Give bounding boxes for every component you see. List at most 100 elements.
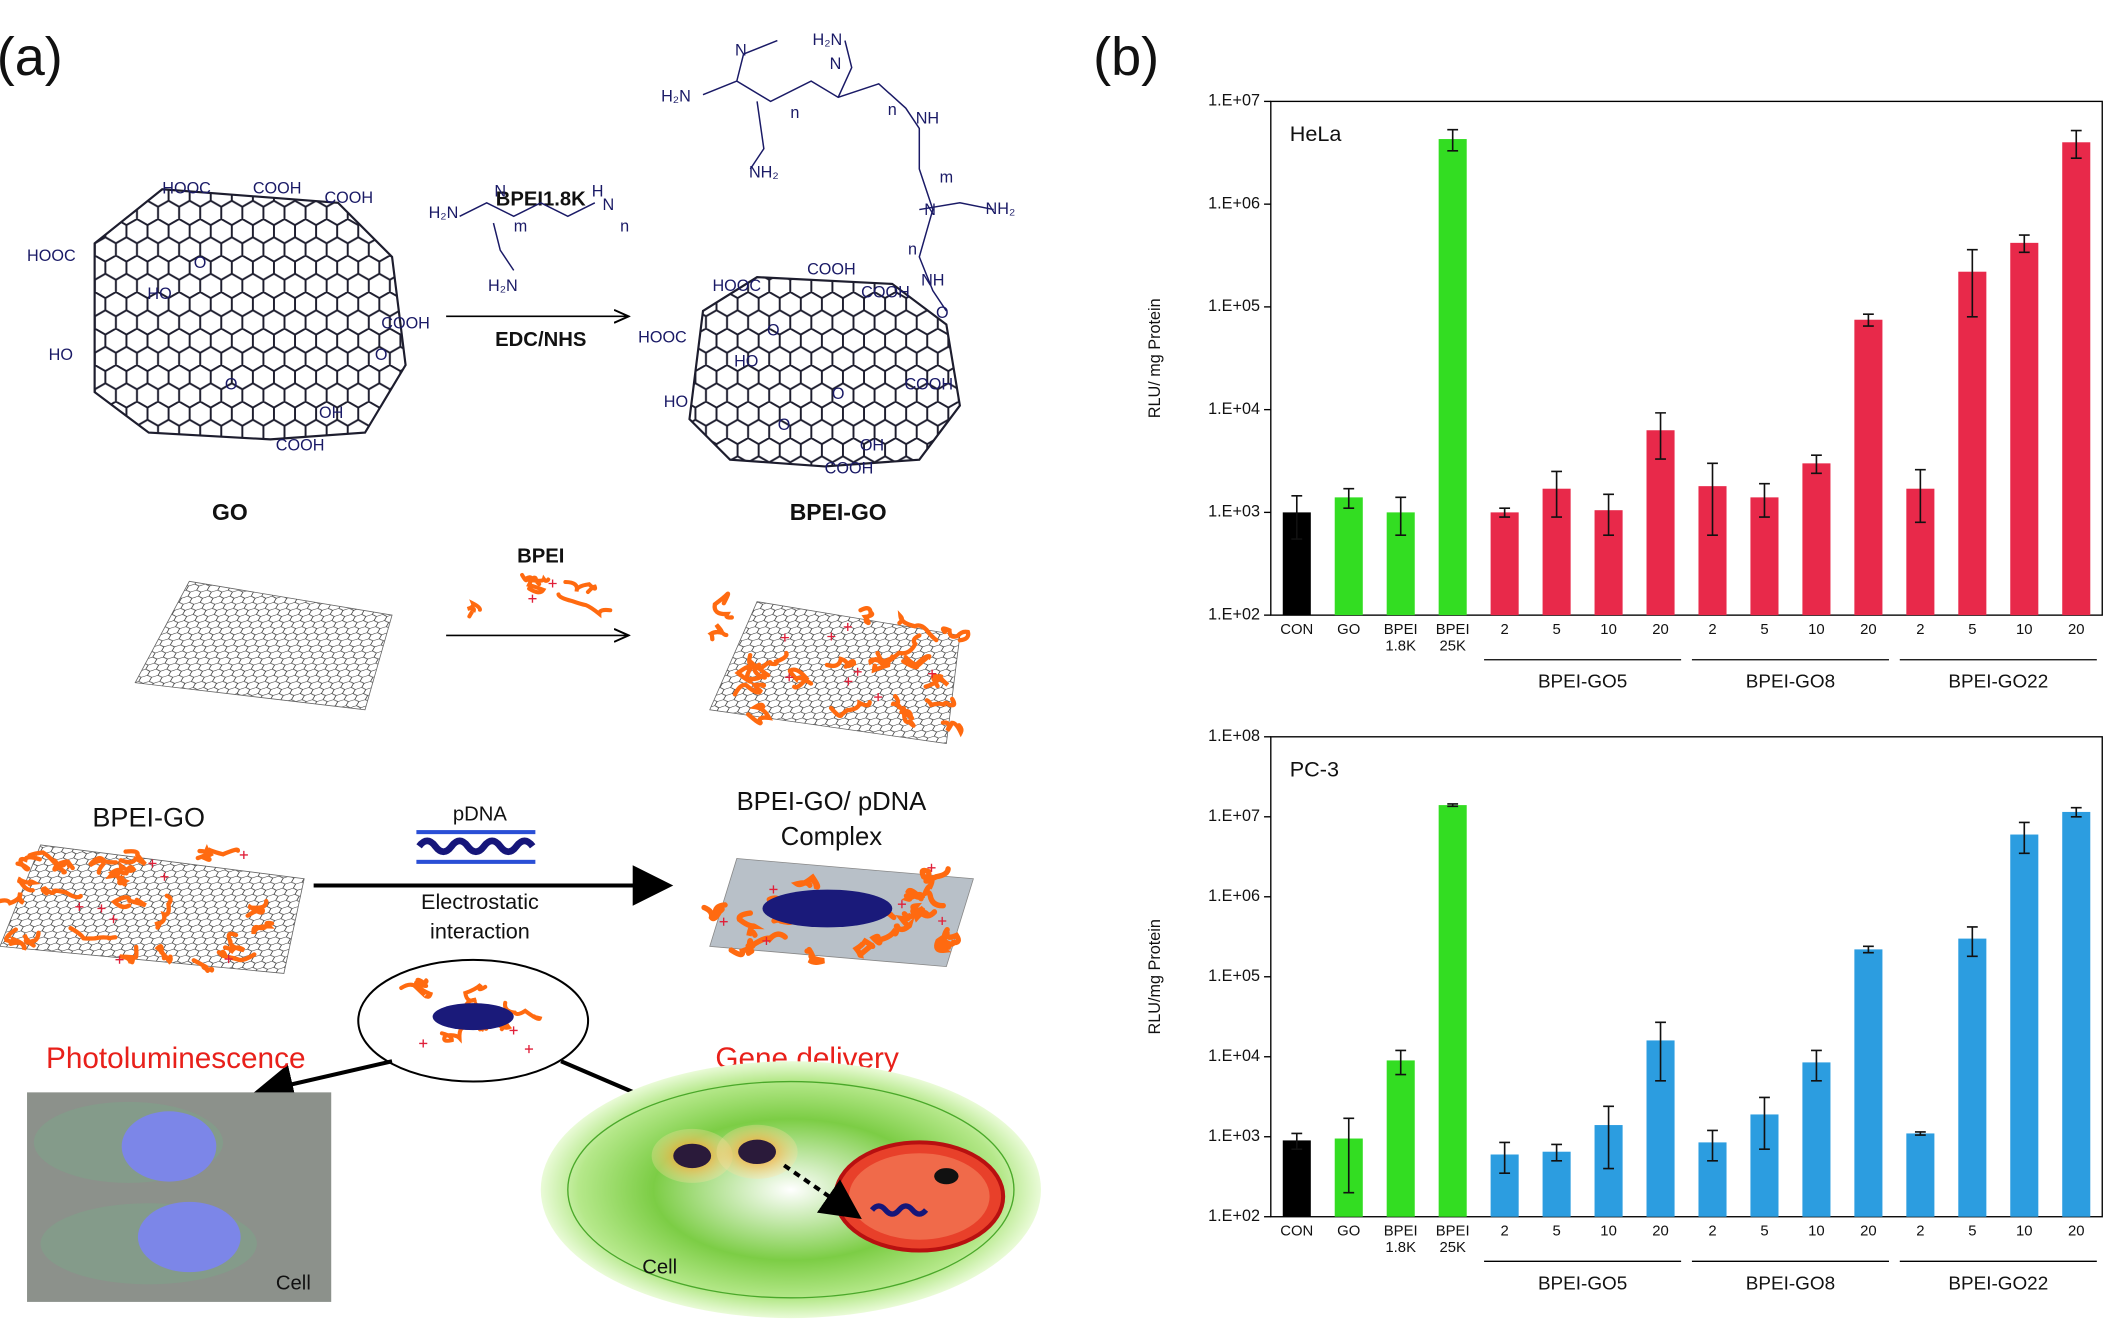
error-bar: [1655, 1021, 1666, 1082]
bpei-squiggle: [526, 574, 551, 587]
error-bar-line: [2018, 821, 2030, 855]
bpei-squiggle: [520, 572, 547, 595]
chart-annotation: HeLa: [1290, 121, 1343, 146]
x-tick-label-box: 20: [1652, 1223, 1669, 1239]
bpei-squiggle: [790, 873, 821, 890]
chart-annotation: PC-3: [1290, 756, 1339, 781]
chem-label: m: [940, 169, 954, 187]
bpei-squiggle: [4, 927, 27, 951]
chem-label: COOH: [825, 459, 874, 477]
bpei-squiggle: [745, 702, 773, 726]
panel-label: (a): [0, 27, 63, 87]
error-bar: [1551, 1143, 1563, 1162]
x-tick-label-box: CON: [1280, 621, 1314, 639]
error-bar: [2018, 821, 2030, 855]
chem-label: N: [924, 201, 936, 219]
x-tick-label-box: 5: [1760, 1223, 1768, 1239]
chem-label: NH₂: [749, 163, 779, 181]
x-tick-label-box: 5: [1552, 622, 1560, 638]
error-bar: [1603, 493, 1614, 536]
x-tick-label-box: 5: [1552, 1223, 1560, 1239]
go-sheet: [134, 580, 393, 711]
bpei-squiggle: [216, 949, 257, 963]
error-bar: [1551, 470, 1563, 518]
x-tick-label-box: 10: [2016, 1223, 2033, 1239]
charge: [785, 673, 794, 682]
error-bar-line: [1811, 454, 1822, 475]
y-tick-label: 1.E+02: [1208, 1207, 1260, 1225]
chem-label: N: [735, 42, 747, 60]
error-bar: [1707, 1129, 1718, 1162]
y-tick-label: 1.E+05: [1208, 967, 1260, 985]
error-bar: [1655, 412, 1666, 460]
error-bar-line: [1655, 412, 1666, 460]
bpei-squiggle: [154, 893, 173, 930]
x-tick-label: CON: [1280, 1223, 1314, 1240]
error-bar: [1759, 1096, 1770, 1150]
chem-label: O: [936, 304, 949, 322]
charge: [719, 917, 728, 926]
bar: [1958, 938, 1987, 1217]
chem-label: m: [514, 217, 528, 235]
bpei-squiggle: [399, 977, 429, 993]
bpei-squiggle: [901, 654, 932, 670]
panel-label: (b): [1093, 27, 1159, 87]
x-tick-label: BPEI 25K: [1435, 1223, 1470, 1256]
bpei-squiggle: [804, 946, 825, 965]
chem-label: n: [908, 240, 917, 258]
chem-label: H₂N: [661, 88, 691, 106]
bpei-squiggle: [88, 856, 119, 875]
bpei-squiggle: [923, 673, 950, 689]
x-tick-label-box: GO: [1337, 622, 1360, 638]
error-bar-line: [1862, 313, 1874, 327]
chem-label: O: [778, 416, 791, 434]
bpei-squiggle: [747, 652, 767, 680]
error-bar-line: [1707, 1129, 1718, 1162]
chem-label: HO: [734, 353, 758, 371]
reagent: BPEI1.8K: [496, 188, 586, 210]
error-bar: [1447, 128, 1459, 152]
y-tick-label: 1.E+04: [1208, 400, 1260, 418]
x-tick-label-box: 10: [1600, 621, 1617, 639]
error-bar: [1395, 1049, 1407, 1076]
x-tick-label: 10: [1808, 621, 1825, 639]
chem-label: HOOC: [638, 328, 687, 346]
x-tick-label: 10: [2016, 621, 2033, 639]
error-bar: [1811, 1049, 1822, 1082]
bar: [2010, 834, 2039, 1217]
chem-label: n: [888, 101, 897, 119]
charge: [75, 902, 84, 911]
y-tick-label: 1.E+03: [1208, 503, 1260, 521]
bpei-squiggle: [118, 849, 147, 867]
bpei-squiggle: [27, 850, 67, 868]
chem-label: H: [592, 182, 604, 200]
error-bar: [1966, 248, 1978, 318]
pdna-blob: [432, 1003, 514, 1031]
x-tick-label: CON: [1280, 621, 1314, 639]
error-bar: [1966, 926, 1978, 958]
x-tick-label: 2: [1916, 621, 1925, 639]
x-tick-label-box: CON: [1280, 1223, 1314, 1240]
bar: [1542, 1151, 1571, 1217]
x-tick-label: BPEI 25K: [1435, 621, 1470, 655]
x-tick-label: 2: [1708, 1223, 1717, 1240]
error-bar-line: [1499, 507, 1511, 518]
x-tick-label: 10: [1600, 621, 1617, 639]
error-bar-line: [1395, 496, 1407, 536]
error-bar: [2070, 806, 2082, 818]
bpei-squiggle: [245, 898, 269, 918]
bpei-squiggle: [15, 855, 42, 872]
x-tick-label-box: 5: [1968, 1223, 1976, 1239]
bpei-squiggle: [463, 983, 488, 1007]
error-bar: [1862, 313, 1874, 327]
error-bar: [1914, 468, 1926, 524]
error-bar-line: [1343, 487, 1355, 509]
charge: [762, 936, 771, 945]
x-tick-label: 10: [1600, 1223, 1617, 1240]
chem-label: HOOC: [162, 180, 211, 198]
group-label: BPEI-GO5: [1538, 1273, 1627, 1294]
chem-label: H₂N: [813, 31, 843, 49]
error-bar-line: [1707, 462, 1718, 536]
x-tick-label: 2: [1916, 1223, 1925, 1240]
bpei-squiggle: [17, 876, 41, 893]
